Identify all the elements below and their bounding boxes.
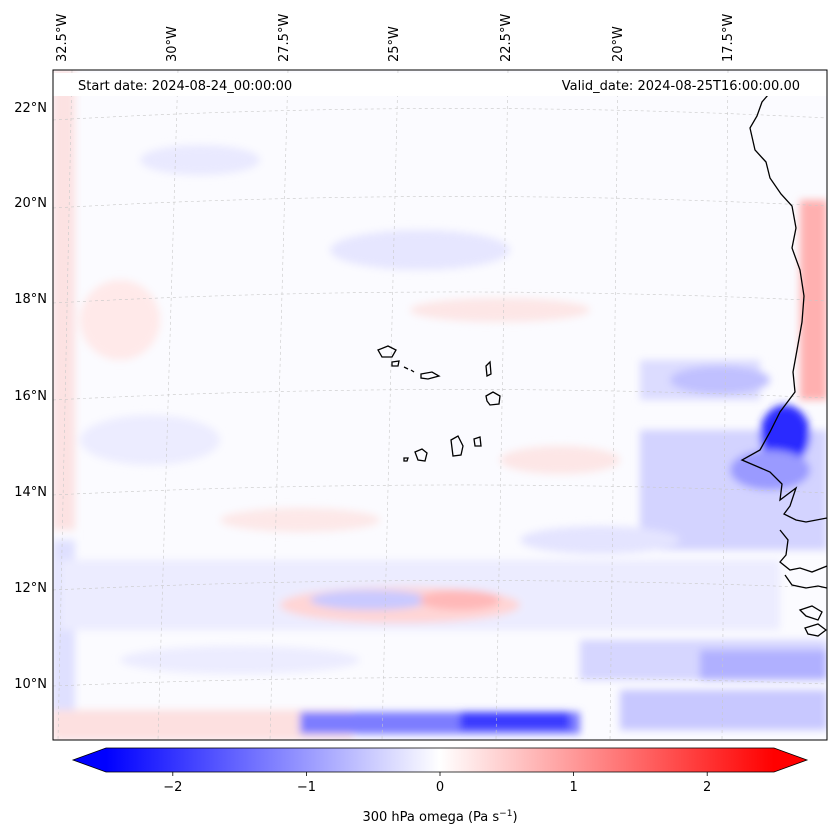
lon-label-4: 25°W: [387, 26, 402, 62]
colorbar-tick-label: 1: [569, 780, 577, 795]
lat-label-2: 20°N: [14, 196, 47, 211]
gridlines: [53, 70, 827, 740]
colorbar-ticks: −2 −1 0 1 2: [163, 772, 711, 795]
lon-label-1: 32.5°W: [55, 14, 70, 62]
colorbar-outline: [71, 747, 809, 773]
colorbar: −2 −1 0 1 2 300 hPa omega (Pa s−1): [71, 747, 809, 825]
lat-label-4: 16°N: [14, 389, 47, 404]
longitude-labels: 32.5°W 30°W 27.5°W 25°W 22.5°W 20°W 17.5…: [55, 14, 736, 62]
colorbar-tick-label: −2: [163, 780, 182, 795]
lon-label-2: 30°W: [165, 26, 180, 62]
start-date-label: Start date: 2024-08-24_00:00:00: [78, 79, 292, 94]
lat-label-3: 18°N: [14, 292, 47, 307]
lon-label-3: 27.5°W: [277, 14, 292, 62]
map-panel: [53, 70, 827, 740]
latitude-labels: 22°N 20°N 18°N 16°N 14°N 12°N 10°N: [14, 101, 47, 692]
omega-field: [53, 70, 827, 740]
lon-label-5: 22.5°W: [499, 14, 514, 62]
lon-label-6: 20°W: [611, 26, 626, 62]
colorbar-body: [106, 748, 774, 772]
lat-label-1: 22°N: [14, 101, 47, 116]
lon-label-7: 17.5°W: [721, 14, 736, 62]
map-frame: [52, 69, 828, 741]
colorbar-tick-label: 0: [436, 780, 444, 795]
islands: [377, 345, 501, 462]
lat-label-5: 14°N: [14, 485, 47, 500]
colorbar-max-extend: [774, 748, 807, 772]
lat-label-7: 10°N: [14, 677, 47, 692]
colorbar-tick-label: −1: [297, 780, 316, 795]
valid-date-label: Valid_date: 2024-08-25T16:00:00.00: [562, 79, 800, 94]
header-strip: [53, 73, 827, 96]
coastline: [740, 94, 827, 637]
lat-label-6: 12°N: [14, 581, 47, 596]
colorbar-tick-label: 2: [703, 780, 711, 795]
colorbar-min-extend: [73, 748, 106, 772]
colorbar-label: 300 hPa omega (Pa s−1): [362, 809, 517, 825]
